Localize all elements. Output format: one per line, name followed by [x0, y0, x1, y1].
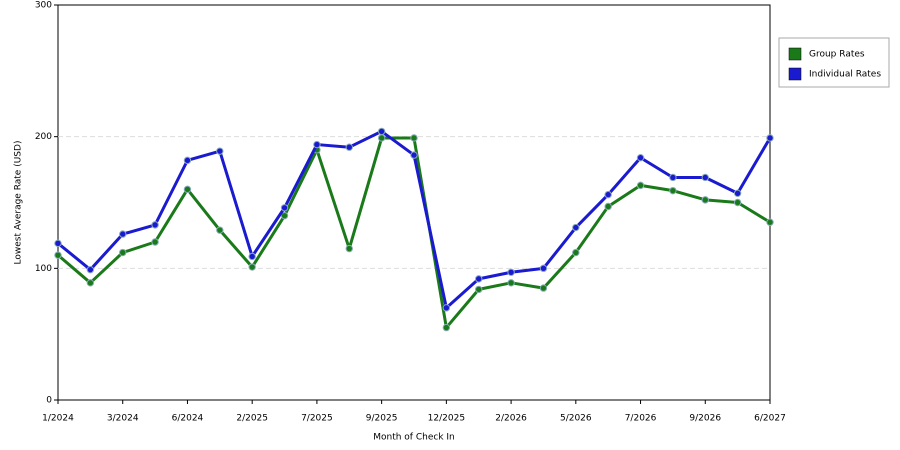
data-point — [410, 151, 418, 159]
x-tick-label: 1/2024 — [42, 414, 74, 424]
data-point — [669, 186, 677, 195]
data-point — [733, 198, 742, 207]
legend-swatch — [788, 47, 802, 61]
data-point — [54, 251, 62, 259]
x-axis-label: Month of Check In — [373, 433, 455, 443]
data-point — [572, 248, 580, 257]
data-point — [248, 263, 256, 271]
data-point — [119, 248, 127, 257]
x-tick-label: 9/2025 — [366, 414, 398, 424]
y-tick-label: 300 — [35, 1, 52, 11]
data-point — [313, 140, 321, 149]
data-point — [119, 230, 127, 238]
data-point — [701, 196, 709, 204]
data-point — [54, 239, 62, 248]
x-tick-label: 7/2025 — [301, 414, 333, 424]
data-point — [539, 264, 548, 273]
legend-swatch — [788, 67, 802, 81]
data-point — [377, 134, 386, 142]
data-point — [248, 252, 256, 261]
data-point — [345, 244, 353, 253]
x-tick-label: 9/2026 — [689, 414, 721, 424]
data-point — [442, 323, 451, 332]
x-tick-label: 7/2026 — [625, 414, 657, 424]
data-point — [345, 143, 353, 151]
x-tick-label: 3/2024 — [107, 414, 139, 424]
data-point — [183, 185, 192, 194]
data-point — [86, 265, 95, 274]
x-tick-label: 12/2025 — [428, 414, 465, 424]
legend-label: Individual Rates — [809, 70, 881, 80]
data-point — [636, 154, 645, 162]
y-tick-label: 100 — [35, 264, 52, 274]
data-point — [410, 134, 418, 142]
data-point — [636, 181, 645, 190]
data-point — [151, 238, 159, 246]
y-tick-label: 200 — [35, 132, 52, 142]
data-point — [572, 223, 580, 232]
data-point — [604, 190, 612, 199]
x-tick-label: 2/2026 — [495, 414, 527, 424]
data-point — [766, 134, 774, 142]
data-point — [216, 226, 224, 234]
data-point — [442, 304, 451, 312]
data-point — [475, 275, 483, 283]
data-point — [669, 173, 677, 182]
data-point — [216, 147, 224, 155]
data-point — [766, 218, 774, 226]
data-point — [475, 285, 483, 294]
y-axis-label: Lowest Average Rate (USD) — [14, 141, 24, 265]
data-point — [86, 279, 95, 287]
x-tick-label: 6/2027 — [754, 414, 786, 424]
data-point — [280, 204, 289, 212]
x-tick-label: 6/2024 — [172, 414, 204, 424]
data-point — [280, 211, 289, 220]
x-tick-label: 5/2026 — [560, 414, 592, 424]
data-point — [183, 156, 192, 165]
data-point — [701, 173, 709, 182]
y-tick-label: 0 — [46, 396, 52, 406]
x-tick-label: 2/2025 — [236, 414, 268, 424]
legend-label: Group Rates — [809, 50, 865, 60]
data-point — [507, 279, 515, 287]
data-point — [733, 189, 742, 197]
data-point — [151, 221, 159, 229]
data-point — [507, 268, 515, 276]
data-point — [604, 202, 612, 211]
data-point — [377, 127, 386, 136]
data-point — [539, 284, 548, 292]
plot-area — [57, 4, 771, 401]
